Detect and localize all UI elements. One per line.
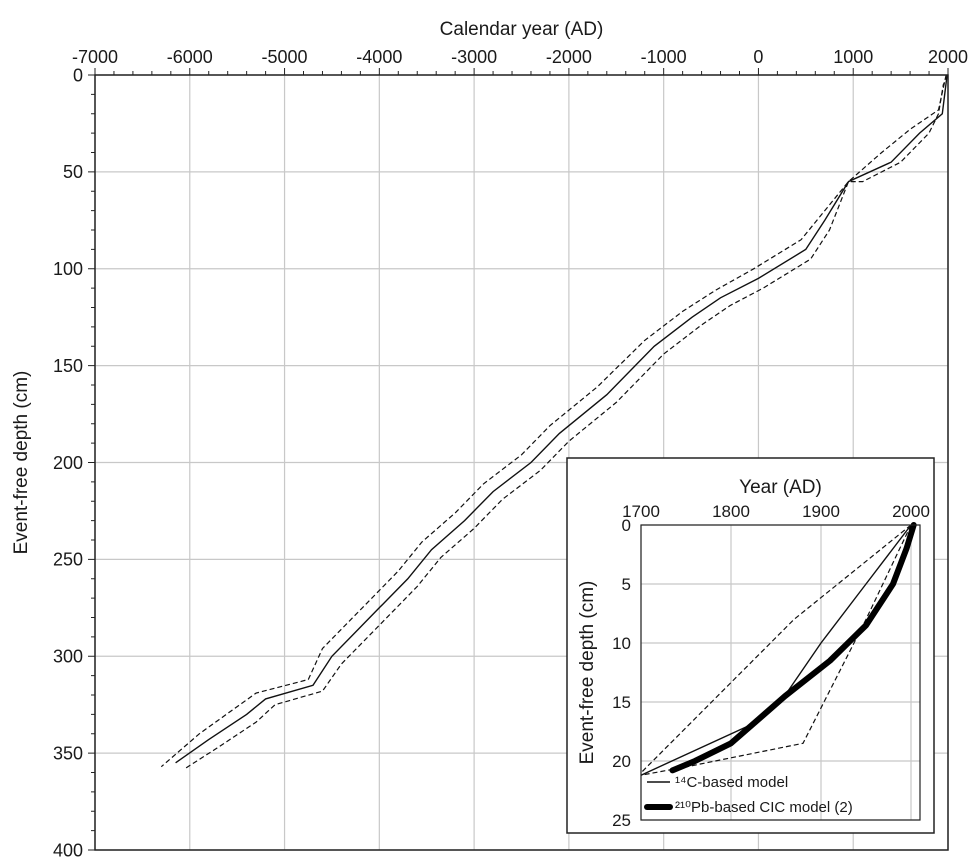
main-y-axis-title: Event-free depth (cm) [11,371,32,555]
inset-x-axis-title: Year (AD) [739,477,822,498]
series-line [669,522,917,774]
x-tick-label: 1000 [833,47,873,67]
main-ticks: -7000 -6000 -5000 -4000 -3000 -2000 -1000 0 1000… [53,47,968,858]
x-tick-label: 0 [753,47,763,67]
inset-ticks: 1700 1800 1900 2000 0 5 10 15 20 25 [612,502,930,830]
x-tick-label: 2000 [928,47,968,67]
y-tick-label: 15 [612,693,631,712]
x-tick-label: -4000 [356,47,402,67]
y-tick-label: 0 [73,65,83,85]
y-tick-label: 10 [612,634,631,653]
y-tick-label: 20 [612,752,631,771]
x-tick-label: -1000 [641,47,687,67]
y-tick-label: 100 [53,259,83,279]
y-tick-label: 50 [63,162,83,182]
x-tick-label: -7000 [72,47,118,67]
legend-label: ¹⁴C-based model [675,774,788,791]
y-tick-label: 250 [53,550,83,570]
y-tick-label: 25 [612,811,631,830]
x-tick-label: 2000 [892,502,930,521]
confidence-bound-line [640,524,912,774]
y-tick-label: 350 [53,743,83,763]
series-line [175,74,948,764]
x-tick-label: -5000 [262,47,308,67]
inset-legend: ¹⁴C-based model ²¹⁰Pb-based CIC model (2) [644,774,853,816]
confidence-bound-line [184,74,949,770]
main-series-group [160,74,949,770]
x-tick-label: 1700 [622,502,660,521]
x-tick-label: 1800 [712,502,750,521]
y-tick-label: 200 [53,453,83,473]
inset-series-group [640,522,917,776]
x-tick-label: -3000 [451,47,497,67]
y-tick-label: 5 [622,575,631,594]
x-tick-label: -6000 [167,47,213,67]
series-line [640,524,912,776]
y-tick-label: 300 [53,647,83,667]
main-x-axis-title: Calendar year (AD) [440,19,604,40]
y-tick-label: 150 [53,356,83,376]
y-tick-label: 0 [622,516,631,535]
inset-panel [566,457,935,834]
inset-plot-frame [640,524,921,821]
x-tick-label: 1900 [802,502,840,521]
confidence-bound-line [160,74,947,768]
y-tick-label: 400 [53,840,83,858]
legend-label: ²¹⁰Pb-based CIC model (2) [675,799,853,816]
x-tick-label: -2000 [546,47,592,67]
inset-y-axis-title: Event-free depth (cm) [577,581,598,765]
